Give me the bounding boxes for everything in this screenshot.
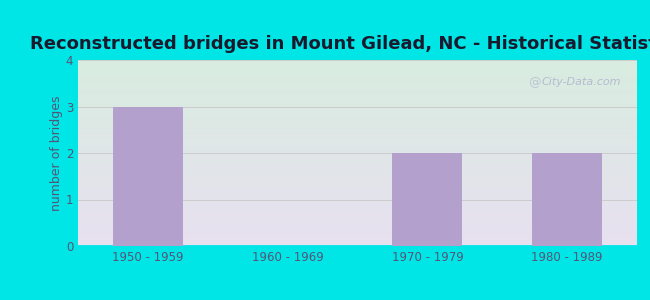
Text: @: @ — [528, 76, 541, 89]
Bar — [393, 153, 462, 246]
Title: Reconstructed bridges in Mount Gilead, NC - Historical Statistics: Reconstructed bridges in Mount Gilead, N… — [31, 35, 650, 53]
Bar — [532, 153, 602, 246]
Text: City-Data.com: City-Data.com — [542, 77, 621, 87]
Bar — [113, 106, 183, 246]
Y-axis label: number of bridges: number of bridges — [50, 95, 63, 211]
